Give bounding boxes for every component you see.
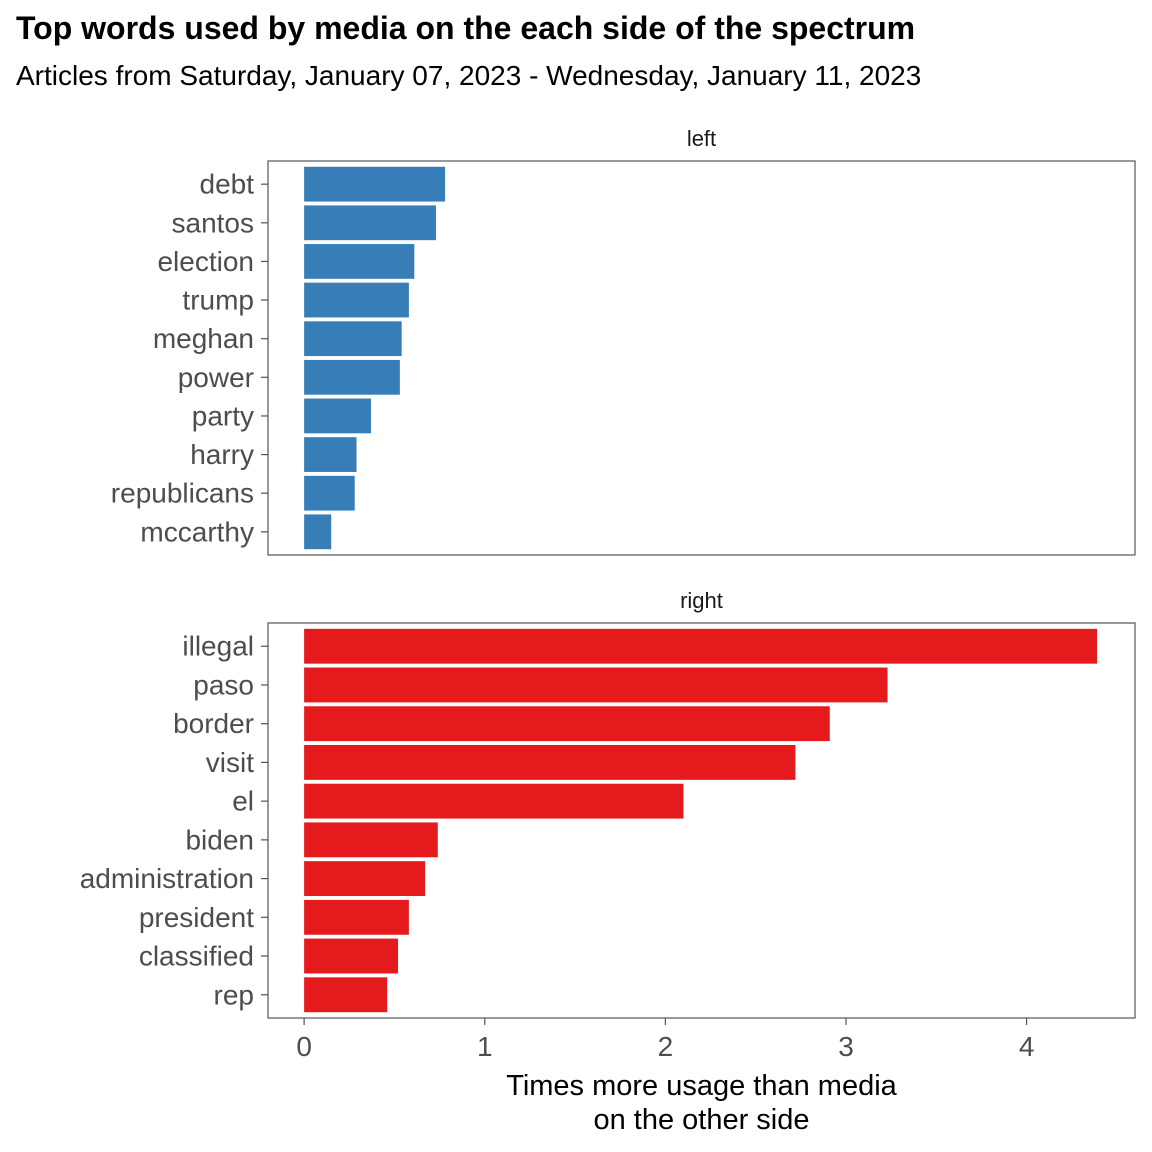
y-tick-label-mccarthy: mccarthy xyxy=(140,516,254,547)
y-tick-label-border: border xyxy=(173,708,254,739)
x-axis-label: Times more usage than media on the other … xyxy=(506,1070,897,1136)
y-tick-label-republicans: republicans xyxy=(111,478,254,509)
bar-right-border xyxy=(304,706,830,742)
panel-border-right xyxy=(267,622,1136,1019)
y-tick-label-administration: administration xyxy=(80,863,254,894)
bar-left-party xyxy=(304,398,371,434)
y-tick-label-president: president xyxy=(139,902,254,933)
y-tick-label-party: party xyxy=(192,400,254,431)
chart-title: Top words used by media on the each side… xyxy=(16,10,916,46)
bar-left-republicans xyxy=(304,475,355,511)
y-tick-label-rep: rep xyxy=(214,979,254,1010)
x-tick-label: 3 xyxy=(838,1031,854,1062)
y-tick-label-meghan: meghan xyxy=(153,323,254,354)
bar-left-santos xyxy=(304,205,436,241)
bar-right-illegal xyxy=(304,628,1098,664)
bar-right-administration xyxy=(304,861,426,897)
chart-subtitle: Articles from Saturday, January 07, 2023… xyxy=(16,60,922,91)
facet-label-left: left xyxy=(687,126,716,151)
bar-left-election xyxy=(304,244,415,279)
bar-left-power xyxy=(304,359,400,395)
y-tick-label-biden: biden xyxy=(185,824,254,855)
y-tick-label-classified: classified xyxy=(139,941,254,972)
y-tick-label-el: el xyxy=(232,786,254,817)
bar-right-visit xyxy=(304,744,796,780)
bar-right-paso xyxy=(304,667,888,703)
y-tick-label-santos: santos xyxy=(172,207,255,238)
y-tick-label-debt: debt xyxy=(200,169,255,200)
y-tick-label-power: power xyxy=(178,362,254,393)
panel-border-left xyxy=(267,160,1136,556)
y-tick-label-trump: trump xyxy=(182,285,254,316)
bar-left-mccarthy xyxy=(304,514,332,550)
bar-right-biden xyxy=(304,822,438,858)
bar-left-debt xyxy=(304,166,446,202)
x-tick-label: 2 xyxy=(658,1031,674,1062)
y-tick-label-harry: harry xyxy=(190,439,254,470)
facet-label-right: right xyxy=(680,588,723,613)
x-tick-label: 0 xyxy=(296,1031,312,1062)
y-tick-label-paso: paso xyxy=(193,669,254,700)
bar-left-trump xyxy=(304,282,409,318)
bar-right-rep xyxy=(304,977,388,1013)
x-tick-label: 4 xyxy=(1019,1031,1035,1062)
bar-left-harry xyxy=(304,437,357,472)
bar-left-meghan xyxy=(304,321,402,357)
bar-right-president xyxy=(304,899,409,935)
y-tick-label-election: election xyxy=(157,246,254,277)
x-tick-label: 1 xyxy=(477,1031,493,1062)
y-tick-label-visit: visit xyxy=(206,747,254,778)
bar-right-el xyxy=(304,783,684,819)
y-tick-label-illegal: illegal xyxy=(182,631,254,662)
bar-right-classified xyxy=(304,938,399,974)
